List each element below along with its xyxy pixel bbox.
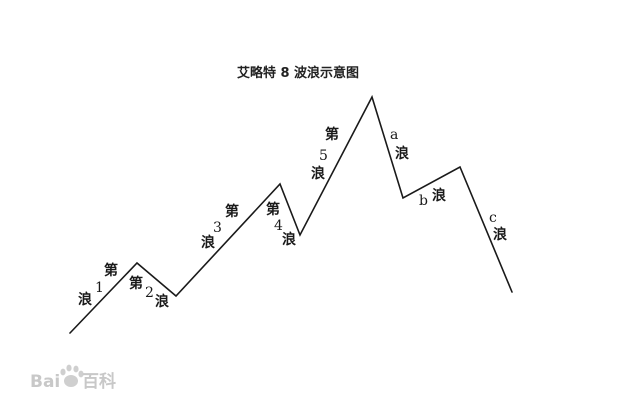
wave-1-number: 1 bbox=[95, 280, 104, 296]
wave-b-letter: b bbox=[419, 193, 428, 209]
wave-5-number: 5 bbox=[319, 148, 328, 164]
wave-1-lang: 浪 bbox=[78, 291, 92, 308]
wave-2-label: 第 2 浪 bbox=[129, 275, 169, 310]
wave-a-letter: a bbox=[390, 127, 398, 143]
wave-5-label: 第 5 浪 bbox=[311, 126, 339, 182]
watermark-right-text: 百科 bbox=[82, 371, 116, 392]
wave-2-di: 第 bbox=[129, 275, 143, 292]
wave-c-lang: 浪 bbox=[493, 226, 507, 243]
watermark-left-text: Bai bbox=[30, 372, 60, 392]
wave-2-lang: 浪 bbox=[155, 293, 169, 310]
wave-5-di: 第 bbox=[325, 126, 339, 143]
wave-c-letter: c bbox=[489, 210, 497, 226]
wave-b-lang: 浪 bbox=[432, 187, 446, 204]
wave-3-lang: 浪 bbox=[201, 234, 215, 251]
wave-4-label: 第 4 浪 bbox=[266, 201, 296, 248]
wave-4-di: 第 bbox=[266, 201, 280, 218]
wave-b-label: b 浪 bbox=[419, 187, 446, 209]
wave-3-label: 第 3 浪 bbox=[201, 203, 239, 251]
wave-5-lang: 浪 bbox=[311, 165, 325, 182]
diagram-title: 艾略特 8 波浪示意图 bbox=[237, 65, 359, 81]
wave-4-lang: 浪 bbox=[282, 231, 296, 248]
wave-3-di: 第 bbox=[225, 203, 239, 220]
wave-1-label: 第 1 浪 bbox=[78, 262, 118, 308]
wave-a-label: a 浪 bbox=[390, 127, 409, 162]
baidu-watermark: Bai 百科 bbox=[30, 364, 116, 392]
wave-1-di: 第 bbox=[104, 262, 118, 279]
paw-icon bbox=[60, 364, 84, 387]
wave-4-number: 4 bbox=[274, 218, 283, 234]
wave-3-number: 3 bbox=[213, 220, 222, 236]
wave-2-number: 2 bbox=[145, 285, 154, 301]
wave-line bbox=[69, 94, 513, 334]
wave-c-label: c 浪 bbox=[489, 210, 507, 243]
wave-a-lang: 浪 bbox=[395, 145, 409, 162]
